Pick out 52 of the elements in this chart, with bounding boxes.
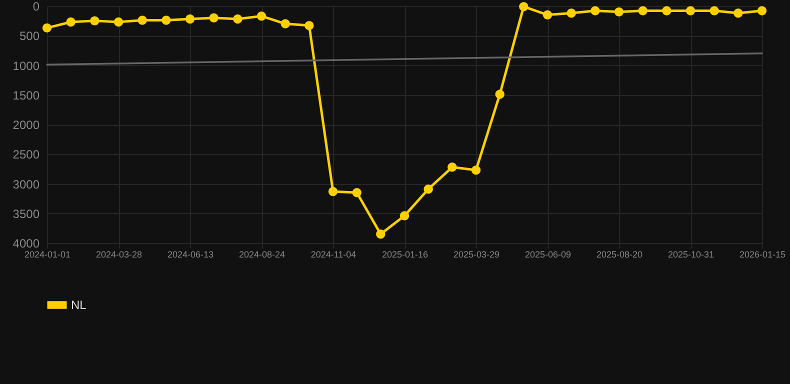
point (209, 13, 218, 22)
point (757, 6, 767, 16)
point (304, 20, 314, 30)
y-tick-label: 0 (32, 0, 40, 14)
point (233, 14, 242, 24)
y-tick-label: 1500 (12, 88, 40, 102)
point (90, 16, 100, 26)
y-tick-label: 3500 (12, 206, 40, 221)
point (114, 17, 124, 27)
y-tick-label: 2500 (12, 148, 40, 162)
x-tick-label: 2024-08-24 (238, 250, 286, 260)
point (256, 11, 266, 21)
point (280, 19, 290, 28)
x-tick-label: 2025-06-09 (524, 250, 572, 260)
y-tick-label: 4000 (12, 236, 40, 250)
point (185, 14, 195, 24)
point (590, 6, 600, 16)
x-tick-label: 2024-03-28 (96, 250, 142, 260)
point (471, 166, 481, 175)
y-tick-label: 1000 (12, 58, 40, 73)
point (376, 230, 386, 239)
point (162, 16, 171, 25)
x-tick-label: 2025-08-20 (596, 250, 643, 260)
point (138, 16, 147, 25)
point (495, 90, 504, 99)
point (400, 211, 410, 220)
point (734, 8, 743, 18)
x-tick-label: 2024-01-01 (24, 250, 71, 260)
point (448, 162, 457, 172)
y-tick-label: 500 (19, 29, 40, 44)
x-tick-label: 2025-01-16 (382, 250, 428, 260)
point (519, 2, 528, 12)
point (42, 23, 52, 33)
point (686, 6, 696, 16)
x-tick-label: 2024-11-04 (310, 250, 356, 260)
point (638, 6, 648, 16)
point (352, 188, 362, 198)
legend-label: NL (71, 298, 87, 312)
point (328, 186, 338, 196)
x-tick-label: 2025-10-31 (668, 250, 714, 260)
point (614, 7, 624, 17)
point (542, 10, 552, 20)
point (424, 184, 433, 194)
point (66, 17, 76, 27)
x-tick-label: 2024-06-13 (167, 250, 214, 260)
y-tick-label: 3000 (12, 177, 40, 192)
x-tick-label: 2025-03-29 (453, 250, 500, 260)
point (662, 6, 672, 16)
point (710, 6, 719, 16)
y-tick-label: 2000 (12, 118, 40, 132)
x-tick-label: 2026-01-15 (739, 250, 786, 260)
point (566, 8, 576, 18)
